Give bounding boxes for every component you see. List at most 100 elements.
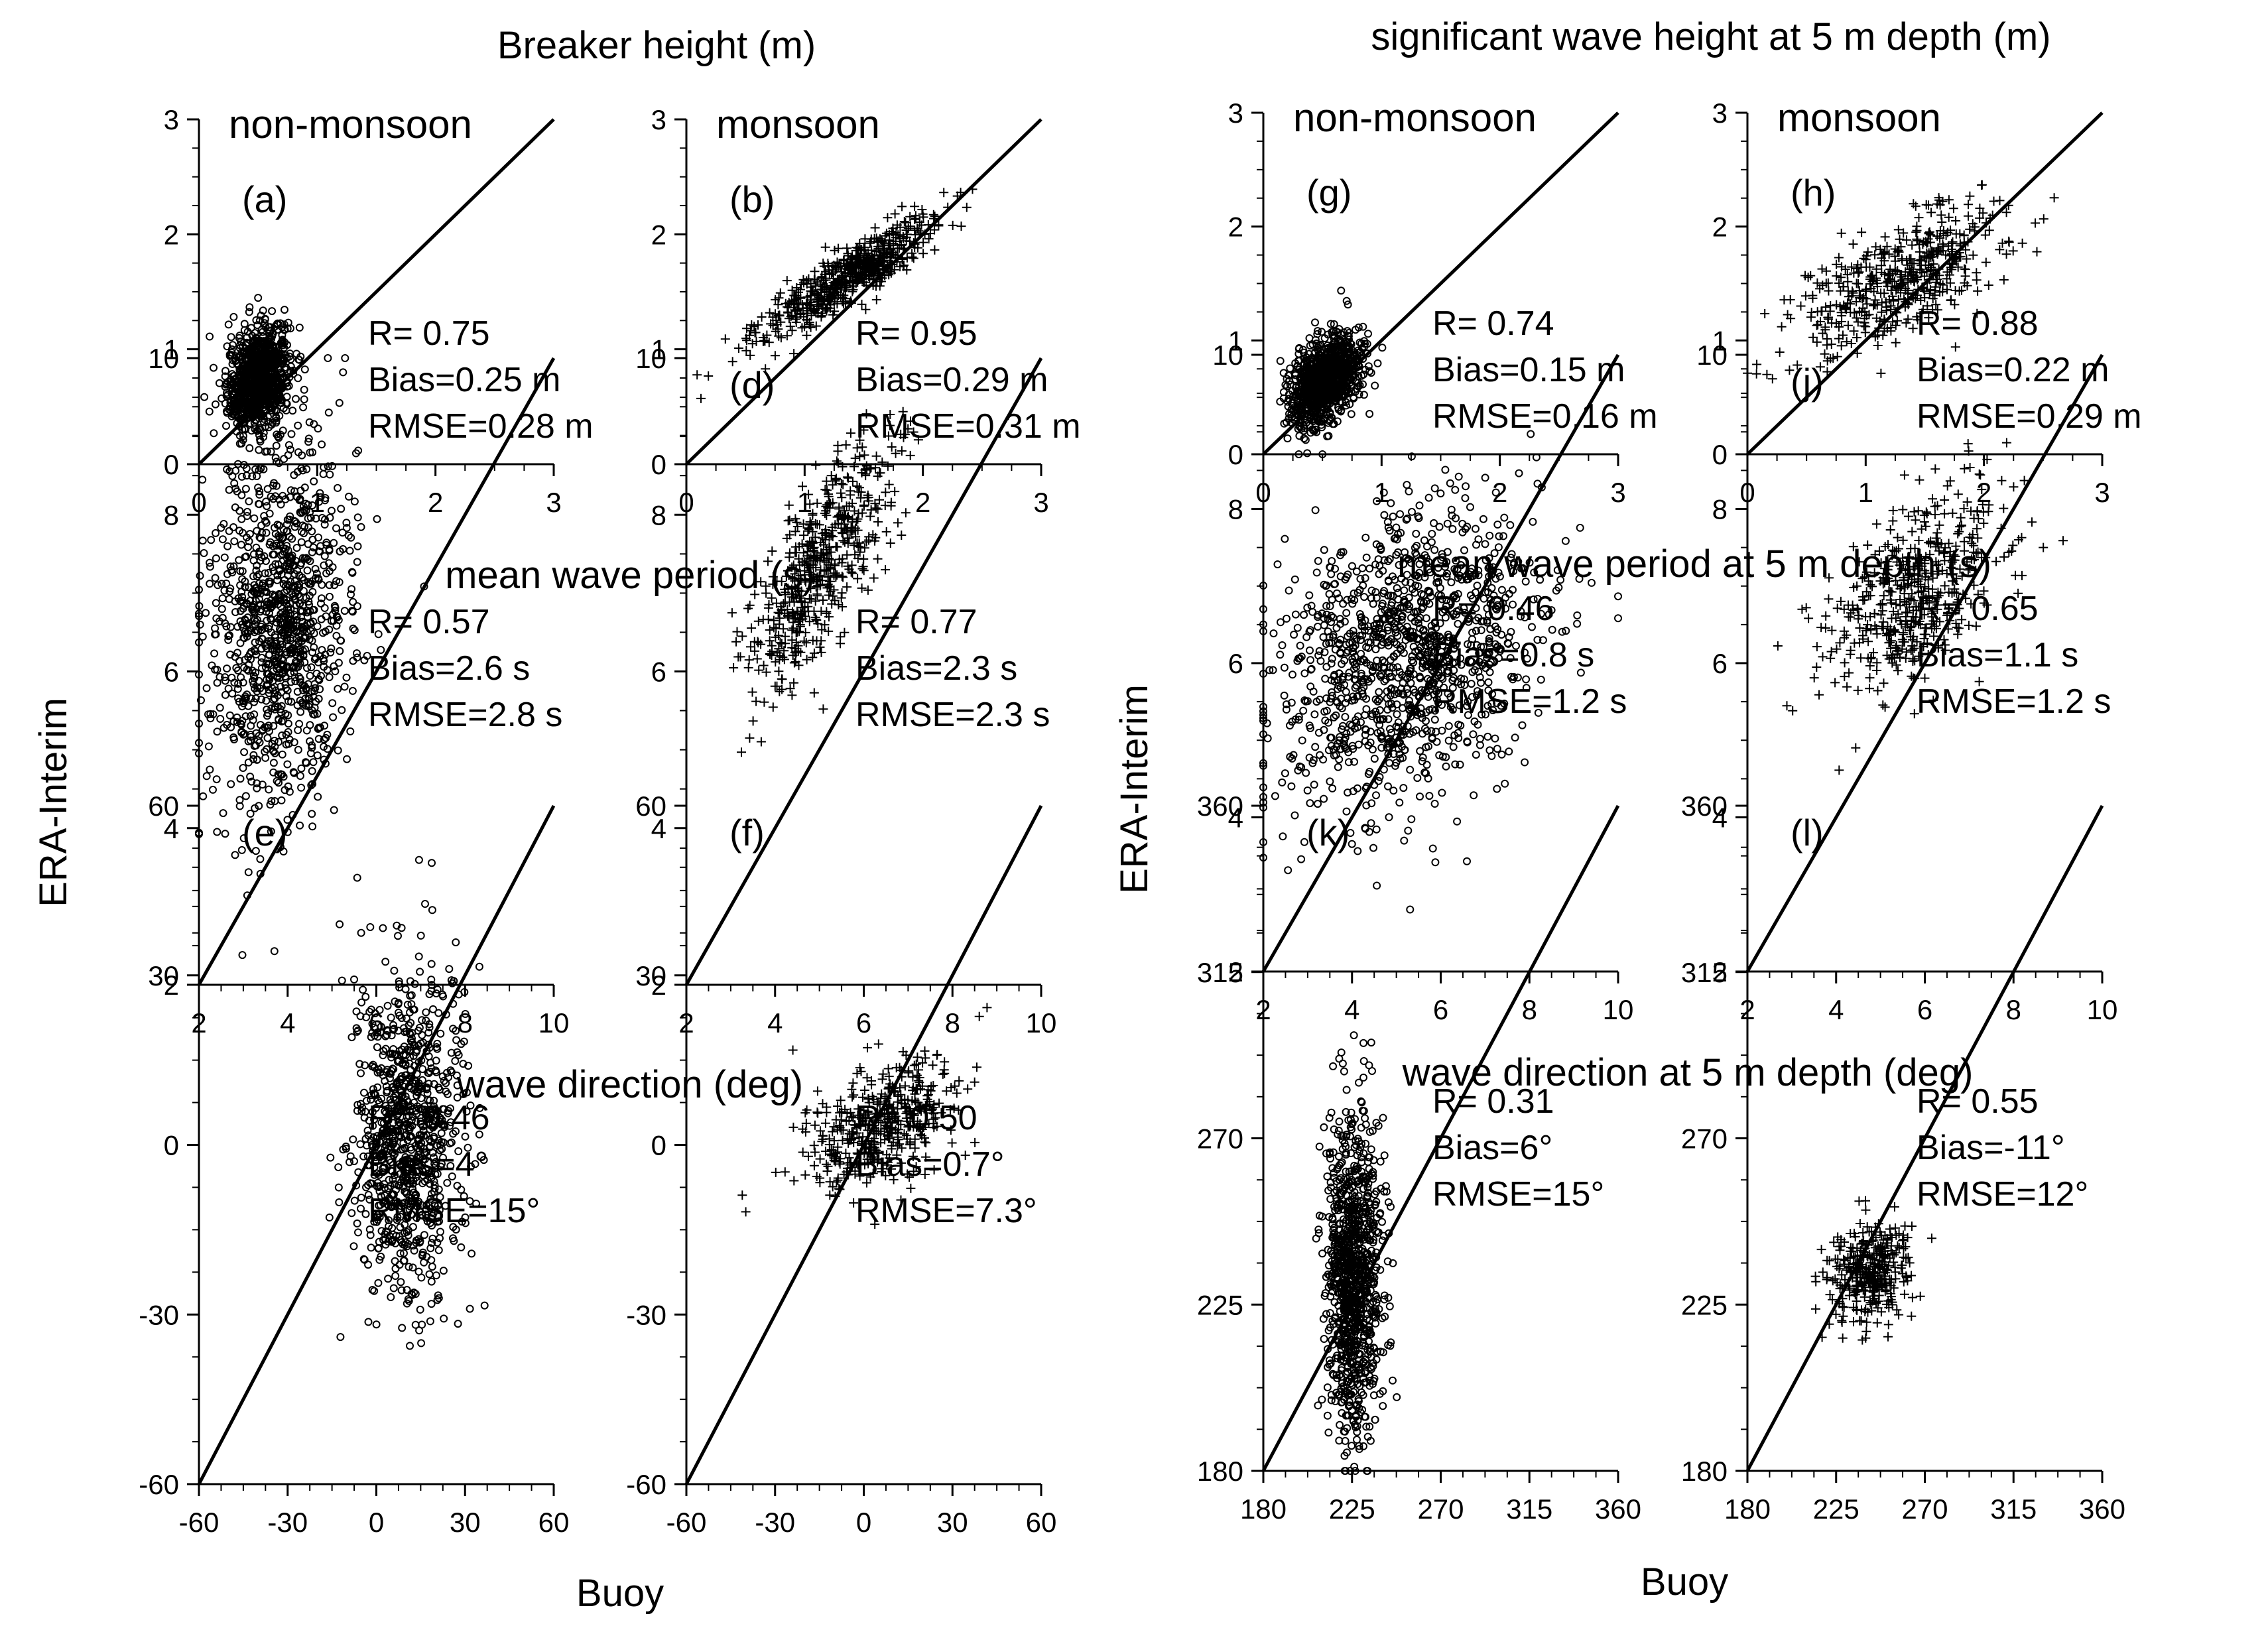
y-tick-label-j: 8 bbox=[1712, 494, 1728, 525]
y-tick-label-a: 3 bbox=[164, 104, 179, 135]
x-tick-label-l: 270 bbox=[1901, 1493, 1948, 1525]
y-tick-label-c: 2 bbox=[164, 970, 179, 1001]
x-tick-label-e: -30 bbox=[267, 1507, 308, 1538]
scatter-path-d bbox=[727, 407, 923, 757]
y-tick-label-c: 8 bbox=[164, 499, 179, 531]
scatter-points-l bbox=[1810, 1196, 1936, 1345]
one-to-one-line-i bbox=[1261, 353, 1620, 973]
y-tick-label-l: 270 bbox=[1681, 1123, 1728, 1155]
y-tick-label-g: 2 bbox=[1228, 212, 1243, 243]
x-tick-label-j: 8 bbox=[2006, 994, 2021, 1025]
x-tick-label-j: 6 bbox=[1917, 994, 1932, 1025]
stat-bias-g: Bias=0.15 m bbox=[1432, 351, 1625, 389]
y-tick-label-i: 2 bbox=[1228, 956, 1243, 987]
x-tick-label-h: 2 bbox=[1976, 477, 1991, 508]
stat-r-g: R= 0.74 bbox=[1432, 304, 1554, 343]
stat-rmse-k: RMSE=15° bbox=[1432, 1175, 1604, 1214]
one-to-one-line-b bbox=[685, 118, 1042, 466]
x-tick-label-e: -60 bbox=[179, 1507, 220, 1538]
stat-r-b: R= 0.95 bbox=[855, 314, 977, 353]
x-tick-label-c: 8 bbox=[458, 1007, 473, 1038]
scatter-points-i bbox=[1259, 430, 1622, 914]
y-tick-label-k: 315 bbox=[1197, 957, 1243, 988]
stat-rmse-a: RMSE=0.28 m bbox=[368, 407, 594, 446]
scatter-points-b bbox=[692, 184, 977, 403]
y-tick-label-d: 4 bbox=[651, 813, 666, 844]
y-tick-label-e: 0 bbox=[164, 1130, 179, 1161]
x-tick-label-d: 8 bbox=[945, 1007, 960, 1038]
panel-letter-e: (e) bbox=[242, 812, 287, 853]
x-tick-label-k: 180 bbox=[1240, 1493, 1287, 1525]
scatter-points-c bbox=[194, 354, 428, 960]
x-tick-label-f: 0 bbox=[856, 1507, 871, 1538]
stat-r-f: R= 0.50 bbox=[855, 1099, 977, 1137]
stat-bias-a: Bias=0.25 m bbox=[368, 361, 561, 399]
panel-letter-d: (d) bbox=[729, 364, 775, 406]
panel-letter-g: (g) bbox=[1306, 172, 1352, 214]
y-tick-label-d: 2 bbox=[651, 970, 666, 1001]
x-tick-label-b: 2 bbox=[915, 487, 930, 518]
y-tick-label-j: 4 bbox=[1712, 802, 1728, 834]
stat-r-h: R= 0.88 bbox=[1917, 304, 2039, 343]
stat-bias-j: Bias=1.1 s bbox=[1917, 636, 2078, 674]
scatter-path-h bbox=[1743, 180, 2059, 384]
panel-d: 2 2 4 4 6 6 8 8 10 10 (d) R= 0.77 Bias=2.3 s RMSE=2.3… bbox=[635, 343, 1056, 1038]
scatter-path-c bbox=[194, 354, 428, 960]
season-label-b: monsoon bbox=[716, 102, 880, 147]
scatter-path-a bbox=[200, 294, 308, 468]
y-tick-label-a: 2 bbox=[164, 219, 179, 250]
y-tick-label-h: 1 bbox=[1712, 325, 1728, 356]
panel-e: -60-60 -30 -30 0 0 30 30 60 60 (e) R= 0.46 Bias=4° R… bbox=[139, 790, 569, 1538]
y-tick-label-g: 0 bbox=[1228, 439, 1243, 470]
y-tick-label-j: 2 bbox=[1712, 956, 1728, 987]
panel-letter-k: (k) bbox=[1306, 812, 1350, 853]
panel-f: -60-60 -30 -30 0 0 30 30 60 60 (f) R= 0.50 Bias=0.7… bbox=[626, 790, 1056, 1538]
stat-bias-b: Bias=0.29 m bbox=[855, 361, 1048, 399]
title-significant-wave-height: significant wave height at 5 m depth (m) bbox=[1371, 15, 2050, 58]
y-tick-label-j: 10 bbox=[1696, 340, 1728, 371]
x-tick-label-f: 30 bbox=[937, 1507, 968, 1538]
y-axis-label-left: ERA-Interim bbox=[32, 698, 75, 907]
one-to-one-line-j bbox=[1745, 353, 2104, 973]
y-tick-label-c: 4 bbox=[164, 813, 179, 844]
y-tick-label-b: 2 bbox=[651, 219, 666, 250]
x-tick-label-a: 3 bbox=[546, 487, 561, 518]
scatter-path-e bbox=[325, 855, 489, 1350]
x-tick-label-l: 315 bbox=[1990, 1493, 2037, 1525]
one-to-one-line-c bbox=[197, 357, 556, 986]
x-tick-label-d: 10 bbox=[1026, 1007, 1057, 1038]
x-tick-label-f: -60 bbox=[666, 1507, 707, 1538]
x-tick-label-a: 2 bbox=[428, 487, 443, 518]
scatter-path-j bbox=[1773, 438, 2068, 775]
panel-letter-c: (c) bbox=[242, 364, 285, 406]
stat-r-d: R= 0.77 bbox=[855, 603, 977, 641]
x-tick-label-d: 6 bbox=[856, 1007, 871, 1038]
x-tick-label-i: 10 bbox=[1603, 994, 1634, 1025]
title-breaker-height: Breaker height (m) bbox=[497, 24, 816, 67]
x-tick-label-k: 360 bbox=[1595, 1493, 1641, 1525]
stat-bias-h: Bias=0.22 m bbox=[1917, 351, 2110, 389]
stat-r-a: R= 0.75 bbox=[368, 314, 490, 353]
x-tick-label-l: 360 bbox=[2079, 1493, 2125, 1525]
y-tick-label-f: -30 bbox=[626, 1299, 666, 1330]
y-tick-label-l: 360 bbox=[1681, 790, 1728, 822]
panel-letter-a: (a) bbox=[242, 178, 287, 220]
x-tick-label-l: 225 bbox=[1813, 1493, 1859, 1525]
y-tick-label-c: 6 bbox=[164, 657, 179, 688]
stat-bias-i: Bias=0.8 s bbox=[1432, 636, 1594, 674]
y-tick-label-k: 180 bbox=[1197, 1456, 1243, 1487]
y-tick-label-i: 10 bbox=[1212, 340, 1243, 371]
panel-letter-i: (i) bbox=[1306, 361, 1340, 403]
stat-bias-e: Bias=4° bbox=[368, 1145, 488, 1184]
panel-letter-l: (l) bbox=[1791, 812, 1824, 853]
one-to-one-line-k bbox=[1261, 804, 1620, 1472]
x-tick-label-j: 4 bbox=[1828, 994, 1844, 1025]
y-tick-label-l: 180 bbox=[1681, 1456, 1728, 1487]
stat-r-e: R= 0.46 bbox=[368, 1099, 490, 1137]
scatter-points-k bbox=[1312, 1031, 1401, 1475]
stat-bias-k: Bias=6° bbox=[1432, 1129, 1552, 1167]
x-tick-label-f: 60 bbox=[1026, 1507, 1057, 1538]
stat-r-k: R= 0.31 bbox=[1432, 1082, 1554, 1121]
x-axis-label-right: Buoy bbox=[1641, 1560, 1728, 1604]
